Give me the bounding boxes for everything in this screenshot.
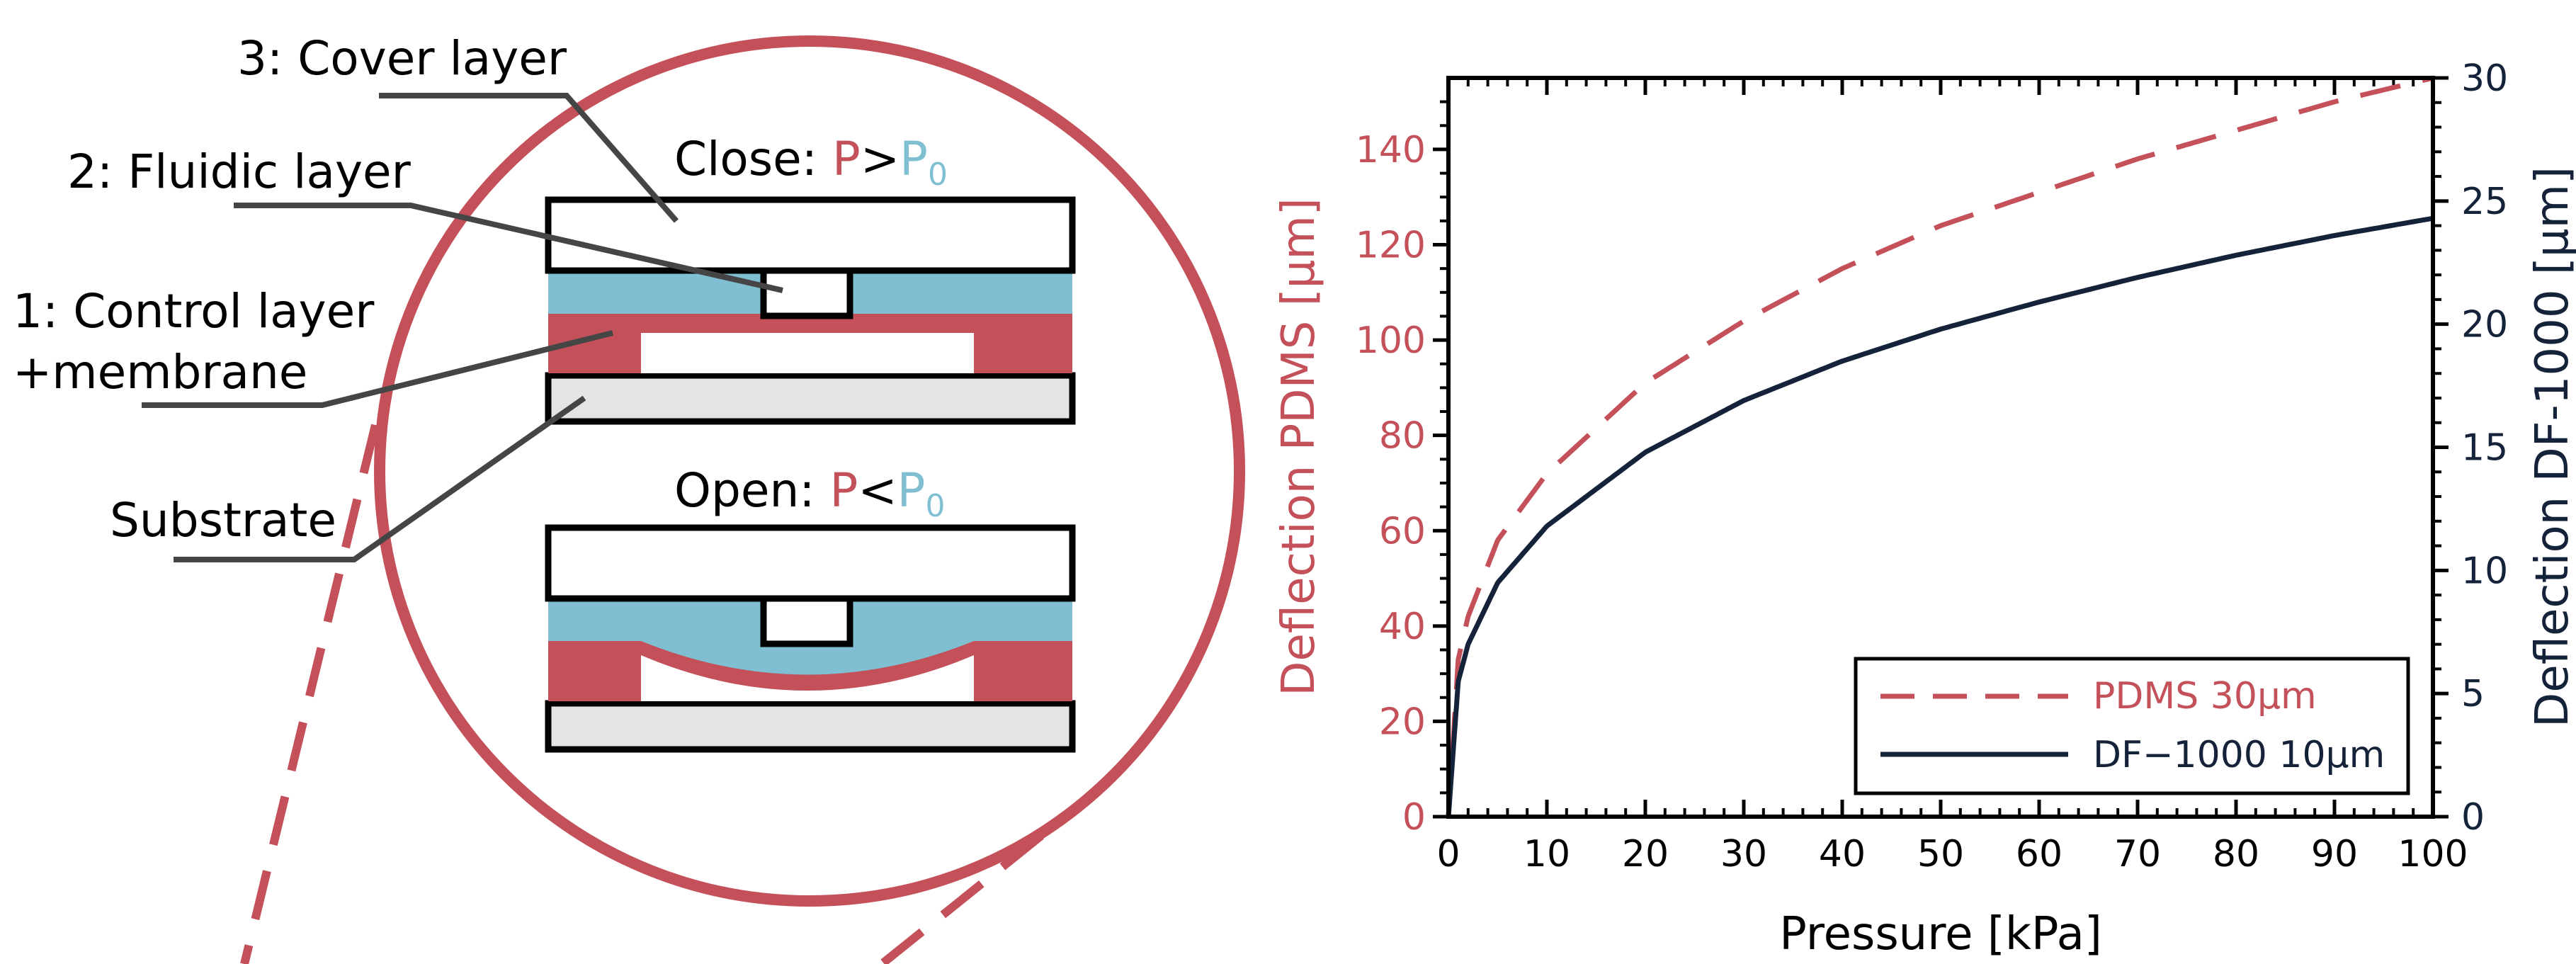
x-tick-label: 70 bbox=[2114, 833, 2161, 875]
x-tick-label: 20 bbox=[1622, 833, 1669, 875]
y-axis-label-left: Deflection PDMS [µm] bbox=[1273, 198, 1325, 696]
y-right-tick-label: 20 bbox=[2461, 304, 2508, 346]
legend: PDMS 30µm DF−1000 10µm bbox=[1854, 657, 2410, 795]
y-left-tick-label: 0 bbox=[1402, 796, 1426, 839]
legend-label-pdms: PDMS 30µm bbox=[2093, 675, 2317, 718]
y-right-tick-label: 0 bbox=[2461, 796, 2485, 839]
x-tick-label: 100 bbox=[2398, 833, 2468, 875]
label-membrane: +membrane bbox=[13, 345, 307, 399]
x-axis-label: Pressure [kPa] bbox=[1779, 908, 2102, 960]
y-right-tick-label: 25 bbox=[2461, 181, 2508, 223]
y-right-tick-label: 30 bbox=[2461, 57, 2508, 100]
valve-open bbox=[545, 524, 1076, 753]
open-state-label: Open: P<P0 bbox=[674, 463, 945, 524]
y-left-tick-label: 100 bbox=[1356, 319, 1426, 362]
close-p0-sub: 0 bbox=[928, 157, 948, 193]
x-tick-label: 80 bbox=[2213, 833, 2259, 875]
label-control-layer: 1: Control layer bbox=[13, 284, 375, 339]
close-prefix: Close: bbox=[674, 132, 832, 186]
open-deflected-membrane bbox=[548, 641, 1072, 686]
legend-box bbox=[1854, 657, 2410, 795]
y-axis-label-right: Deflection DF-1000 [µm] bbox=[2526, 166, 2576, 727]
label-substrate: Substrate bbox=[110, 493, 336, 548]
closed-substrate bbox=[545, 372, 1076, 425]
valve-schematic: 3: Cover layer 2: Fluidic layer 1: Contr… bbox=[13, 31, 1245, 964]
x-tick-label: 90 bbox=[2311, 833, 2358, 875]
y-left-tick-label: 40 bbox=[1379, 606, 1426, 648]
legend-label-df1000: DF−1000 10µm bbox=[2093, 734, 2385, 776]
zoom-circle bbox=[374, 35, 1245, 907]
y-left-tick-label: 80 bbox=[1379, 415, 1426, 458]
leader-cover bbox=[379, 93, 679, 223]
x-tick-label: 60 bbox=[2016, 833, 2062, 875]
y-left-tick-label: 140 bbox=[1356, 129, 1426, 171]
close-op: > bbox=[861, 132, 900, 186]
leader-substrate bbox=[174, 395, 586, 562]
series-layer bbox=[1446, 75, 2434, 817]
open-p0: P bbox=[897, 463, 926, 518]
open-fluid-bulge bbox=[641, 641, 974, 675]
x-tick-label: 40 bbox=[1819, 833, 1866, 875]
close-state-label: Close: P>P0 bbox=[674, 132, 948, 193]
label-cover-layer: 3: Cover layer bbox=[237, 31, 567, 86]
y-left-tick-label: 60 bbox=[1379, 510, 1426, 552]
series-line-df1000 bbox=[1446, 215, 2434, 817]
y-left-tick-label: 20 bbox=[1379, 701, 1426, 743]
leader-control bbox=[142, 330, 613, 408]
closed-cover-layer bbox=[545, 196, 1076, 274]
y-left-tick-label: 120 bbox=[1356, 225, 1426, 267]
x-tick-label: 10 bbox=[1524, 833, 1570, 875]
y-right-tick-label: 5 bbox=[2461, 673, 2485, 715]
open-substrate bbox=[545, 700, 1076, 753]
deflection-chart: 0 10 20 30 40 50 60 70 80 90 100020406080100120140… bbox=[1273, 57, 2576, 960]
open-control-chamber bbox=[641, 655, 974, 701]
y-right-tick-label: 10 bbox=[2461, 550, 2508, 592]
zoom-line-right bbox=[879, 832, 1044, 964]
leader-fluidic bbox=[234, 203, 783, 293]
x-tick-label: 50 bbox=[1917, 833, 1964, 875]
x-tick-label: 0 bbox=[1436, 833, 1460, 875]
open-prefix: Open: bbox=[674, 463, 830, 518]
label-fluidic-layer: 2: Fluidic layer bbox=[67, 144, 412, 199]
closed-control-chamber bbox=[641, 333, 974, 373]
closed-fluid-channel bbox=[760, 267, 853, 319]
open-p: P bbox=[830, 463, 858, 518]
zoom-line-left bbox=[240, 424, 380, 964]
close-p0: P bbox=[900, 132, 928, 186]
y-right-tick-label: 15 bbox=[2461, 427, 2508, 470]
open-cover-layer bbox=[545, 524, 1076, 602]
open-op: < bbox=[858, 463, 897, 518]
open-p0-sub: 0 bbox=[925, 488, 945, 524]
x-tick-label: 30 bbox=[1720, 833, 1767, 875]
valve-closed bbox=[545, 196, 1076, 425]
series-line-pdms bbox=[1446, 75, 2434, 817]
close-p: P bbox=[832, 132, 861, 186]
plot-frame bbox=[1446, 76, 2435, 819]
open-fluid-channel bbox=[760, 595, 853, 647]
